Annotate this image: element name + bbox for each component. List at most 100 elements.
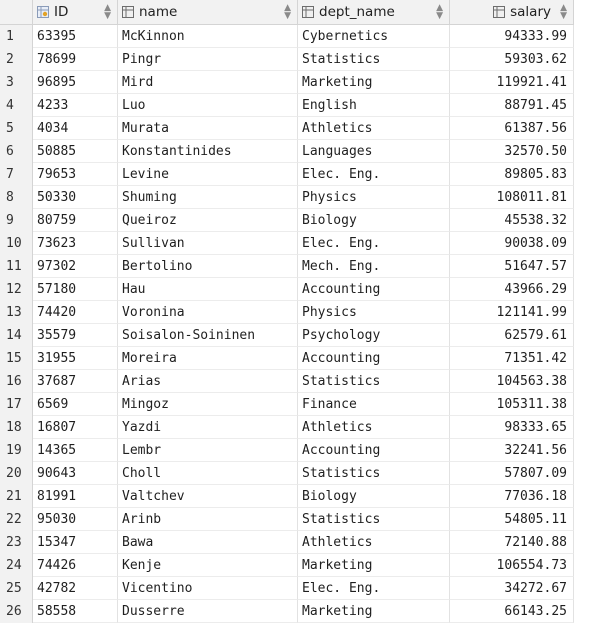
cell-salary[interactable]: 88791.45 xyxy=(450,94,574,117)
cell-salary[interactable]: 72140.88 xyxy=(450,531,574,554)
cell-salary[interactable]: 34272.67 xyxy=(450,577,574,600)
cell-salary[interactable]: 32570.50 xyxy=(450,140,574,163)
cell-salary[interactable]: 61387.56 xyxy=(450,117,574,140)
cell-dept-name[interactable]: Biology xyxy=(298,485,450,508)
cell-dept-name[interactable]: Statistics xyxy=(298,462,450,485)
cell-name[interactable]: Voronina xyxy=(118,301,298,324)
cell-id[interactable]: 16807 xyxy=(33,416,118,439)
cell-name[interactable]: Dusserre xyxy=(118,600,298,623)
cell-dept-name[interactable]: Languages xyxy=(298,140,450,163)
cell-id[interactable]: 31955 xyxy=(33,347,118,370)
cell-id[interactable]: 50330 xyxy=(33,186,118,209)
cell-salary[interactable]: 104563.38 xyxy=(450,370,574,393)
cell-id[interactable]: 57180 xyxy=(33,278,118,301)
cell-id[interactable]: 42782 xyxy=(33,577,118,600)
cell-id[interactable]: 35579 xyxy=(33,324,118,347)
cell-name[interactable]: Mird xyxy=(118,71,298,94)
cell-dept-name[interactable]: Mech. Eng. xyxy=(298,255,450,278)
cell-dept-name[interactable]: Psychology xyxy=(298,324,450,347)
cell-dept-name[interactable]: Accounting xyxy=(298,439,450,462)
cell-name[interactable]: Murata xyxy=(118,117,298,140)
table-row[interactable]: 23 15347 Bawa Athletics 72140.88 xyxy=(0,531,574,554)
cell-salary[interactable]: 62579.61 xyxy=(450,324,574,347)
cell-name[interactable]: Queiroz xyxy=(118,209,298,232)
cell-dept-name[interactable]: Athletics xyxy=(298,531,450,554)
cell-salary[interactable]: 57807.09 xyxy=(450,462,574,485)
cell-name[interactable]: Bawa xyxy=(118,531,298,554)
cell-dept-name[interactable]: English xyxy=(298,94,450,117)
cell-dept-name[interactable]: Marketing xyxy=(298,554,450,577)
table-row[interactable]: 21 81991 Valtchev Biology 77036.18 xyxy=(0,485,574,508)
cell-dept-name[interactable]: Statistics xyxy=(298,508,450,531)
cell-name[interactable]: Vicentino xyxy=(118,577,298,600)
cell-salary[interactable]: 77036.18 xyxy=(450,485,574,508)
cell-id[interactable]: 96895 xyxy=(33,71,118,94)
cell-name[interactable]: Yazdi xyxy=(118,416,298,439)
cell-salary[interactable]: 98333.65 xyxy=(450,416,574,439)
cell-id[interactable]: 73623 xyxy=(33,232,118,255)
cell-dept-name[interactable]: Marketing xyxy=(298,71,450,94)
table-row[interactable]: 24 74426 Kenje Marketing 106554.73 xyxy=(0,554,574,577)
table-row[interactable]: 13 74420 Voronina Physics 121141.99 xyxy=(0,301,574,324)
cell-salary[interactable]: 105311.38 xyxy=(450,393,574,416)
cell-name[interactable]: Pingr xyxy=(118,48,298,71)
cell-name[interactable]: Choll xyxy=(118,462,298,485)
table-row[interactable]: 3 96895 Mird Marketing 119921.41 xyxy=(0,71,574,94)
cell-id[interactable]: 90643 xyxy=(33,462,118,485)
table-row[interactable]: 4 4233 Luo English 88791.45 xyxy=(0,94,574,117)
cell-salary[interactable]: 32241.56 xyxy=(450,439,574,462)
table-row[interactable]: 5 4034 Murata Athletics 61387.56 xyxy=(0,117,574,140)
sort-icon[interactable]: ▲ ▼ xyxy=(436,3,443,21)
column-header-id[interactable]: ID ▲ ▼ xyxy=(33,0,118,24)
sort-icon[interactable]: ▲ ▼ xyxy=(284,3,291,21)
sort-icon[interactable]: ▲ ▼ xyxy=(104,3,111,21)
table-row[interactable]: 19 14365 Lembr Accounting 32241.56 xyxy=(0,439,574,462)
cell-dept-name[interactable]: Athletics xyxy=(298,117,450,140)
cell-dept-name[interactable]: Cybernetics xyxy=(298,25,450,48)
table-row[interactable]: 15 31955 Moreira Accounting 71351.42 xyxy=(0,347,574,370)
column-header-name[interactable]: name ▲ ▼ xyxy=(118,0,298,24)
table-row[interactable]: 25 42782 Vicentino Elec. Eng. 34272.67 xyxy=(0,577,574,600)
sort-icon[interactable]: ▲ ▼ xyxy=(560,3,567,21)
table-row[interactable]: 12 57180 Hau Accounting 43966.29 xyxy=(0,278,574,301)
cell-salary[interactable]: 119921.41 xyxy=(450,71,574,94)
cell-id[interactable]: 58558 xyxy=(33,600,118,623)
cell-name[interactable]: Bertolino xyxy=(118,255,298,278)
table-row[interactable]: 17 6569 Mingoz Finance 105311.38 xyxy=(0,393,574,416)
cell-id[interactable]: 80759 xyxy=(33,209,118,232)
cell-salary[interactable]: 90038.09 xyxy=(450,232,574,255)
cell-id[interactable]: 78699 xyxy=(33,48,118,71)
cell-id[interactable]: 6569 xyxy=(33,393,118,416)
table-row[interactable]: 26 58558 Dusserre Marketing 66143.25 xyxy=(0,600,574,623)
cell-name[interactable]: Konstantinides xyxy=(118,140,298,163)
table-row[interactable]: 8 50330 Shuming Physics 108011.81 xyxy=(0,186,574,209)
cell-salary[interactable]: 94333.99 xyxy=(450,25,574,48)
cell-salary[interactable]: 51647.57 xyxy=(450,255,574,278)
table-row[interactable]: 20 90643 Choll Statistics 57807.09 xyxy=(0,462,574,485)
cell-dept-name[interactable]: Statistics xyxy=(298,48,450,71)
table-row[interactable]: 2 78699 Pingr Statistics 59303.62 xyxy=(0,48,574,71)
table-row[interactable]: 7 79653 Levine Elec. Eng. 89805.83 xyxy=(0,163,574,186)
cell-id[interactable]: 74420 xyxy=(33,301,118,324)
cell-dept-name[interactable]: Biology xyxy=(298,209,450,232)
cell-name[interactable]: Hau xyxy=(118,278,298,301)
table-row[interactable]: 1 63395 McKinnon Cybernetics 94333.99 xyxy=(0,25,574,48)
cell-dept-name[interactable]: Elec. Eng. xyxy=(298,163,450,186)
cell-name[interactable]: Shuming xyxy=(118,186,298,209)
cell-dept-name[interactable]: Statistics xyxy=(298,370,450,393)
cell-id[interactable]: 97302 xyxy=(33,255,118,278)
cell-id[interactable]: 4034 xyxy=(33,117,118,140)
cell-dept-name[interactable]: Elec. Eng. xyxy=(298,577,450,600)
cell-dept-name[interactable]: Athletics xyxy=(298,416,450,439)
cell-name[interactable]: Arinb xyxy=(118,508,298,531)
table-row[interactable]: 18 16807 Yazdi Athletics 98333.65 xyxy=(0,416,574,439)
cell-id[interactable]: 79653 xyxy=(33,163,118,186)
cell-dept-name[interactable]: Physics xyxy=(298,301,450,324)
table-row[interactable]: 11 97302 Bertolino Mech. Eng. 51647.57 xyxy=(0,255,574,278)
cell-id[interactable]: 50885 xyxy=(33,140,118,163)
cell-dept-name[interactable]: Finance xyxy=(298,393,450,416)
cell-name[interactable]: Arias xyxy=(118,370,298,393)
cell-id[interactable]: 81991 xyxy=(33,485,118,508)
cell-salary[interactable]: 89805.83 xyxy=(450,163,574,186)
cell-id[interactable]: 63395 xyxy=(33,25,118,48)
